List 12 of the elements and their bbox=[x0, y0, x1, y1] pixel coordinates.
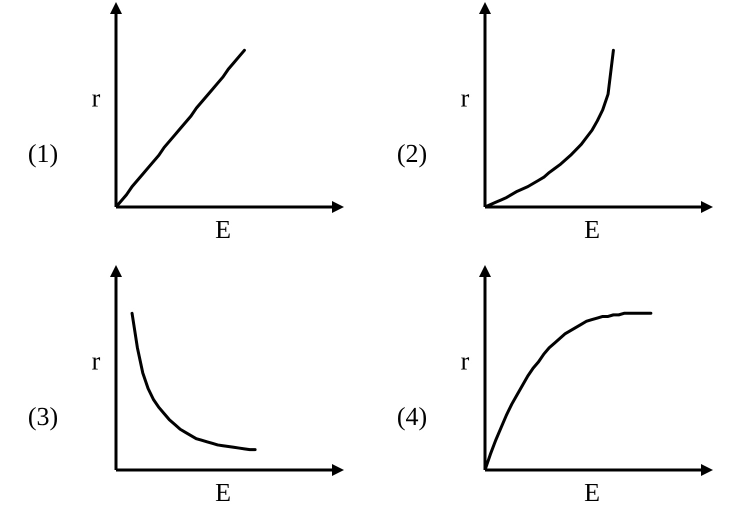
x-axis-title: E bbox=[215, 214, 231, 244]
y-axis-title: r bbox=[460, 83, 470, 112]
text: (1) bbox=[28, 139, 58, 168]
y-axis-title: r bbox=[460, 346, 470, 376]
x-axis-title: E bbox=[584, 478, 600, 507]
text: (2) bbox=[396, 139, 428, 168]
text: (3) bbox=[28, 402, 58, 432]
y-axis-title: r bbox=[92, 83, 101, 112]
y-axis-title: r bbox=[92, 346, 101, 376]
x-axis-title: E bbox=[215, 478, 231, 507]
x-axis-title: E bbox=[584, 214, 600, 244]
text: (4) bbox=[396, 402, 428, 432]
